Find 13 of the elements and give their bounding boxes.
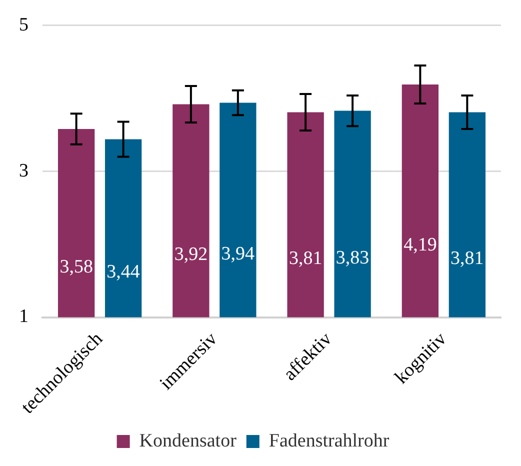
data-label: 4,19	[404, 234, 437, 256]
data-label: 3,58	[60, 256, 93, 278]
y-tick-label: 3	[19, 160, 28, 182]
y-tick-label: 1	[19, 306, 28, 328]
data-label: 3,44	[106, 262, 140, 283]
y-tick-label: 5	[19, 14, 28, 36]
data-label: 3,81	[288, 248, 322, 270]
legend-label: Kondensator	[139, 430, 238, 452]
data-label: 3,83	[336, 247, 370, 268]
data-label: 3,94	[221, 243, 256, 264]
data-label: 3,92	[174, 244, 208, 266]
legend-label: Fadenstrahlrohr	[268, 430, 390, 452]
data-label: 3,81	[450, 248, 484, 270]
